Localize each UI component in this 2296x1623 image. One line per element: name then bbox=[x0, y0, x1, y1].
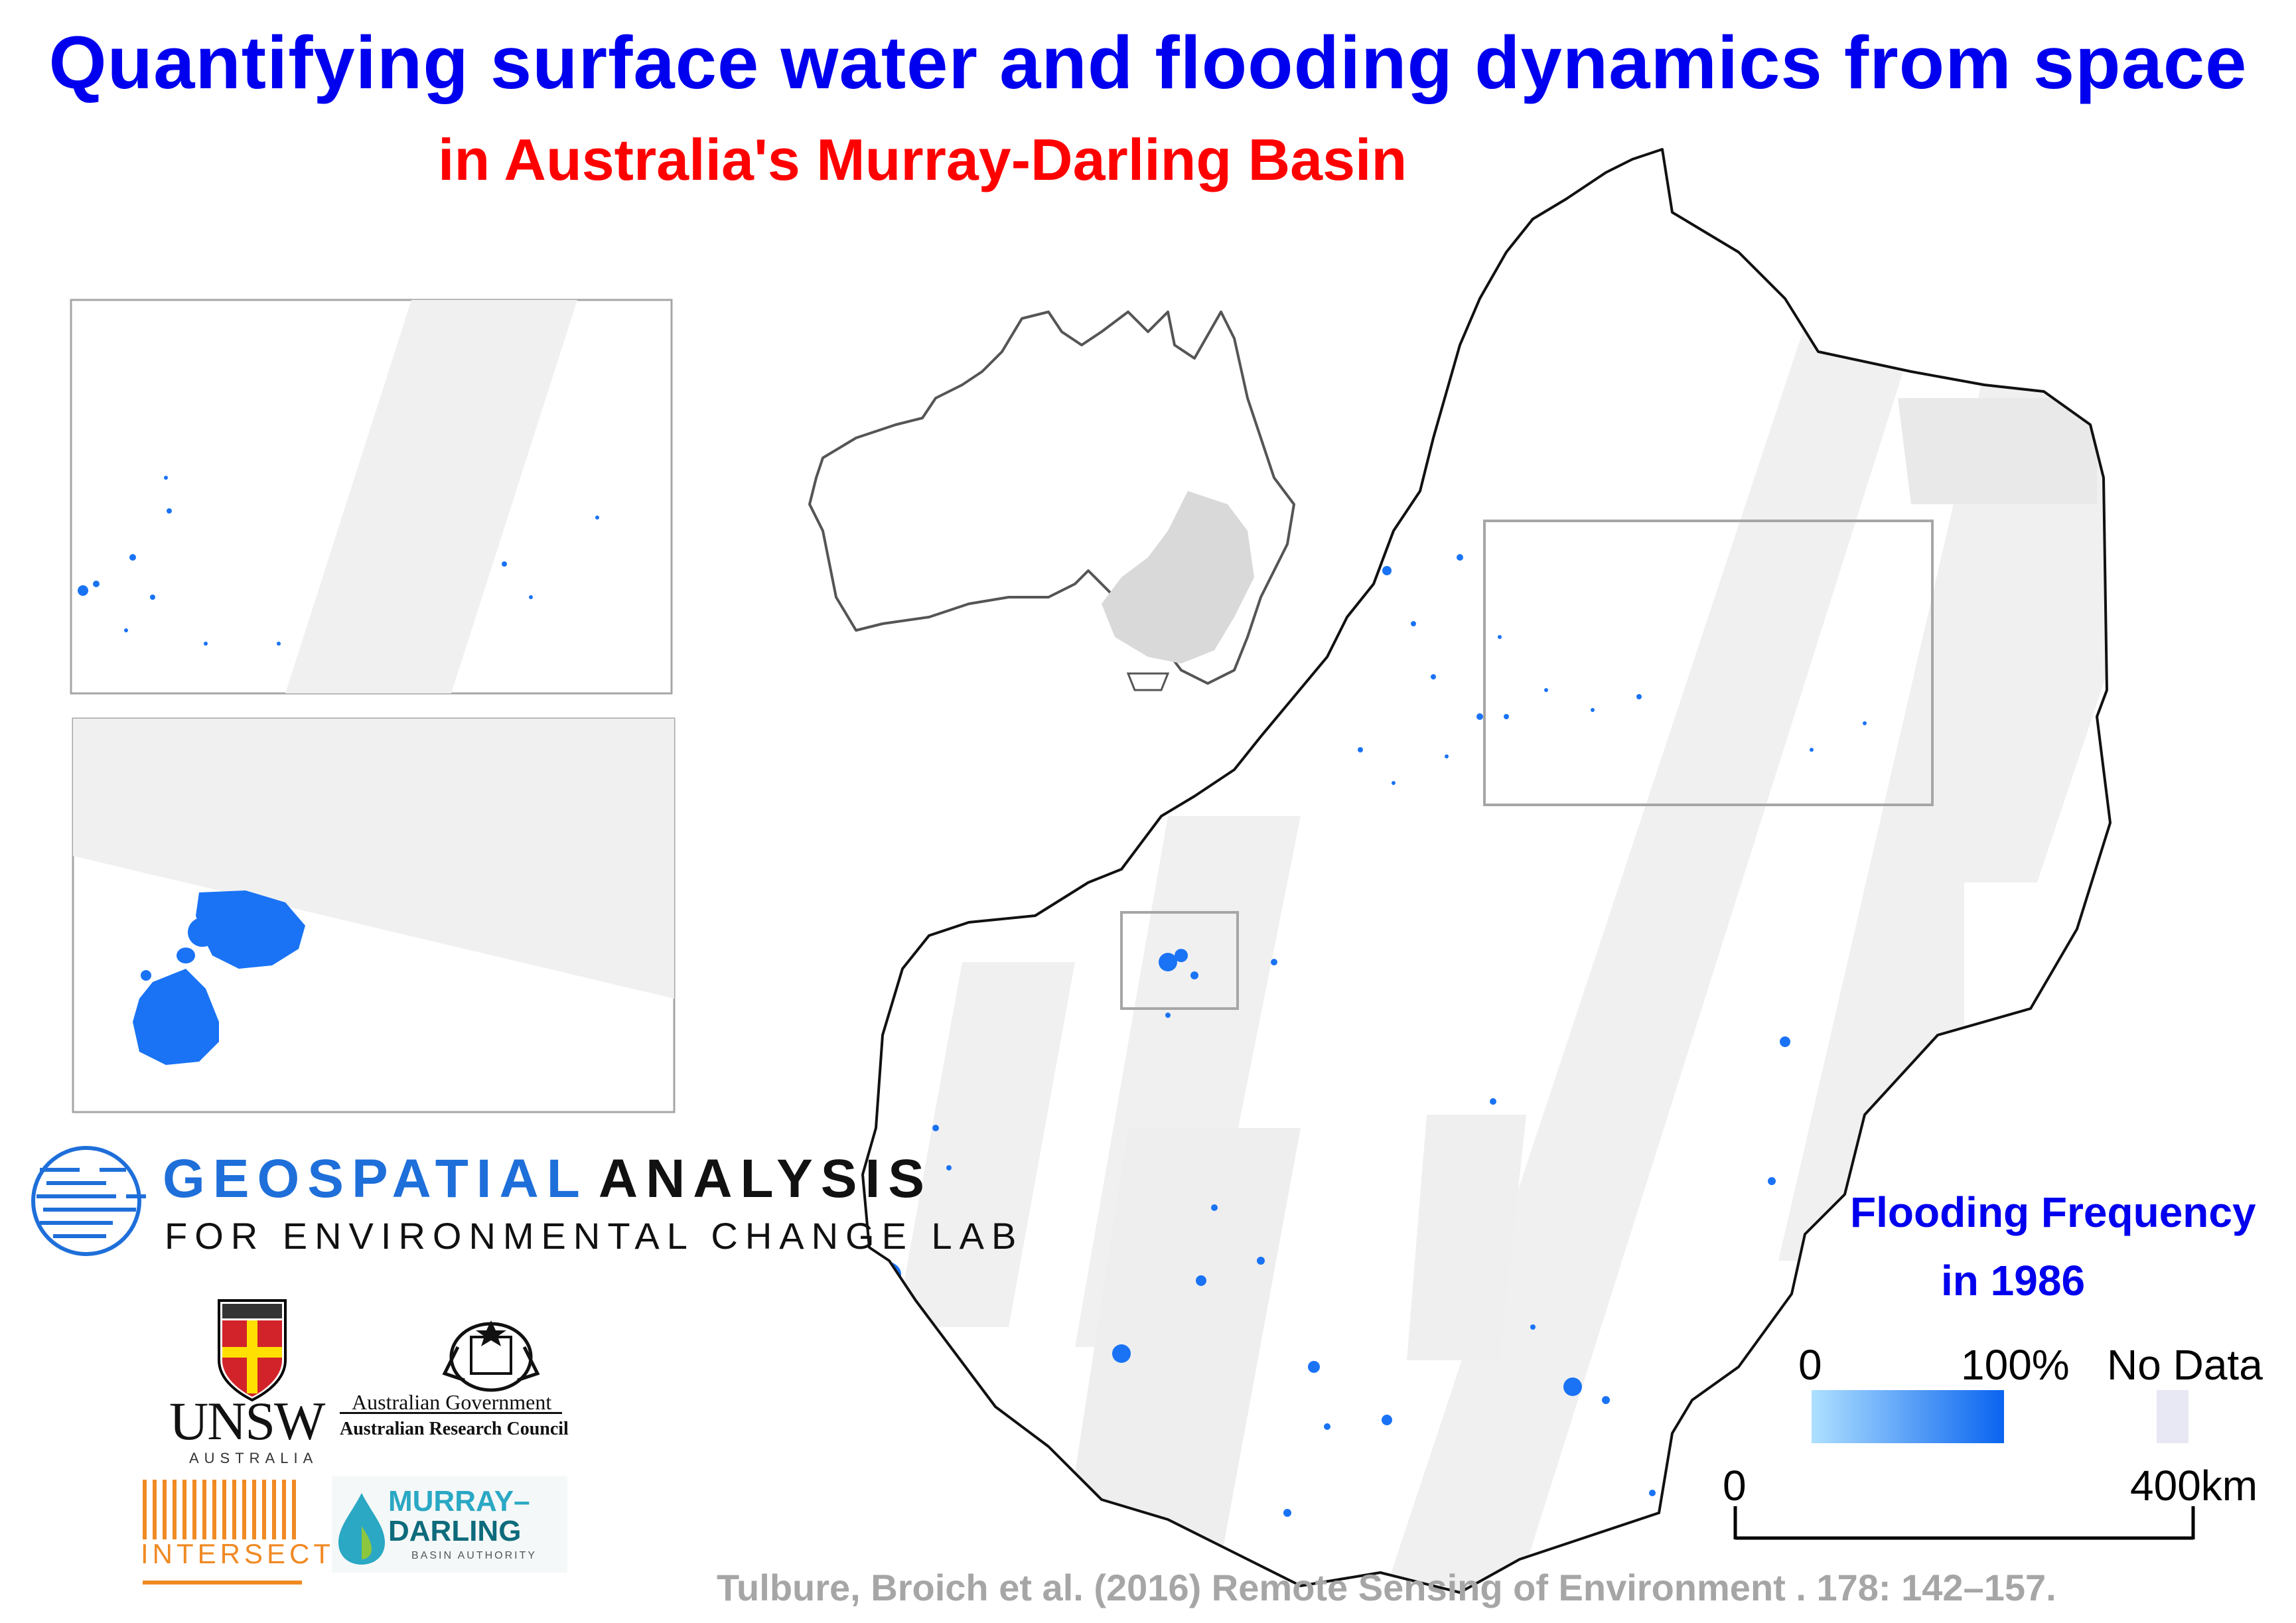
basin-extent bbox=[1102, 491, 1254, 664]
nodata-swath bbox=[1380, 325, 1918, 1592]
nodata-swath bbox=[1407, 1115, 1526, 1360]
legend-nodata-label: No Data bbox=[2107, 1341, 2263, 1389]
page-title: Quantifying surface water and flooding d… bbox=[48, 21, 2248, 104]
scale-bar bbox=[1733, 1506, 2195, 1540]
unsw-wordmark: UNSW bbox=[169, 1391, 325, 1451]
legend-max-label: 100% bbox=[1961, 1341, 2070, 1389]
nodata-swath bbox=[1898, 398, 2097, 504]
government-crest bbox=[442, 1320, 540, 1392]
legend-title-line1: Flooding Frequency bbox=[1850, 1188, 2256, 1236]
legend-min-label: 0 bbox=[1798, 1341, 1822, 1389]
nodata-swath bbox=[896, 962, 1075, 1327]
page-subtitle: in Australia's Murray-Darling Basin bbox=[438, 127, 1407, 192]
lab-logo-subtitle: FOR ENVIRONMENTAL CHANGE LAB bbox=[165, 1215, 1024, 1257]
mdba-line1: MURRAY– bbox=[388, 1485, 530, 1517]
mdba-line3: BASIN AUTHORITY bbox=[411, 1550, 538, 1561]
legend-gradient-bar bbox=[1812, 1390, 2004, 1443]
inset-map-north bbox=[70, 299, 673, 695]
intersect-logo-mark bbox=[143, 1480, 302, 1585]
nodata-swath bbox=[73, 719, 674, 999]
basin-outline bbox=[861, 148, 2112, 1594]
mdba-logo-mark bbox=[332, 1476, 567, 1573]
intersect-wordmark: INTERSECT bbox=[141, 1538, 335, 1569]
lab-logo-word2: ANALYSIS bbox=[598, 1149, 932, 1209]
lab-logo-word1: GEOSPATIAL bbox=[163, 1149, 588, 1209]
legend-nodata-swatch bbox=[2157, 1390, 2188, 1443]
unsw-sub-label: AUSTRALIA bbox=[189, 1450, 319, 1466]
gov-line2: Australian Research Council bbox=[340, 1419, 569, 1439]
gov-line1: Australian Government bbox=[352, 1390, 552, 1414]
inset-map-lakes bbox=[72, 717, 676, 1113]
australia-overview bbox=[808, 311, 1295, 691]
nodata-swath bbox=[285, 300, 577, 693]
citation: Tulbure, Broich et al. (2016) Remote Sen… bbox=[717, 1567, 2056, 1608]
locator-box-lakes bbox=[1120, 911, 1239, 1010]
unsw-crest bbox=[218, 1299, 287, 1402]
lab-logo-mark bbox=[31, 1146, 146, 1256]
nodata-swath bbox=[1778, 372, 2110, 1261]
mdba-line2: DARLING bbox=[388, 1515, 522, 1547]
scalebar-end-label: 400km bbox=[2130, 1462, 2258, 1510]
tasmania-outline bbox=[1126, 672, 1170, 691]
lake-alexandrina bbox=[864, 1261, 901, 1287]
water-bodies bbox=[133, 890, 305, 1065]
water-bodies bbox=[78, 476, 599, 646]
locator-box-north bbox=[1483, 520, 1934, 806]
nodata-swath bbox=[1062, 1128, 1301, 1559]
gov-divider bbox=[340, 1412, 562, 1414]
lab-logo: GEOSPATIAL ANALYSIS bbox=[163, 1148, 932, 1210]
legend-title-line2: in 1986 bbox=[1941, 1257, 2086, 1305]
scalebar-start-label: 0 bbox=[1723, 1462, 1747, 1510]
